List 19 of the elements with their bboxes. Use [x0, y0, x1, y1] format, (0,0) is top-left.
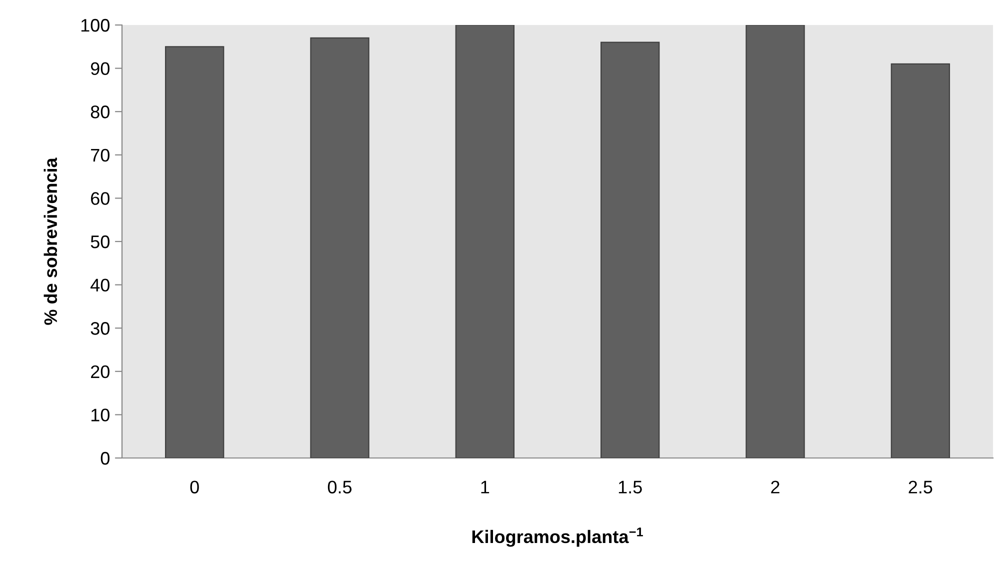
y-tick-label: 90 [90, 62, 110, 76]
y-tick-label: 0 [100, 452, 110, 465]
y-tick-label: 100 [81, 18, 110, 32]
x-tick-label: 2 [771, 480, 780, 494]
x-tick-label: 1 [481, 480, 490, 494]
y-tick-label: 70 [91, 148, 110, 162]
y-tick-label: 80 [90, 106, 110, 118]
y-tick-label: 10 [91, 408, 110, 422]
x-axis-title: Kilogramos.planta$^{−1}$ [472, 528, 643, 547]
y-tick-label: 30 [90, 322, 110, 335]
x-tick-label: 1.5 [618, 480, 642, 494]
x-tick-label: 2.5 [908, 480, 932, 494]
x-tick-label: 0 [190, 480, 199, 494]
y-tick-label: 20 [91, 365, 110, 378]
y-axis-title: % de sobrevivencia [44, 158, 58, 325]
y-tick-label: 60 [91, 192, 110, 205]
y-tick-label: 40 [90, 278, 110, 292]
y-tick-label: 50 [90, 235, 110, 248]
x-tick-label: 0.5 [328, 480, 352, 494]
